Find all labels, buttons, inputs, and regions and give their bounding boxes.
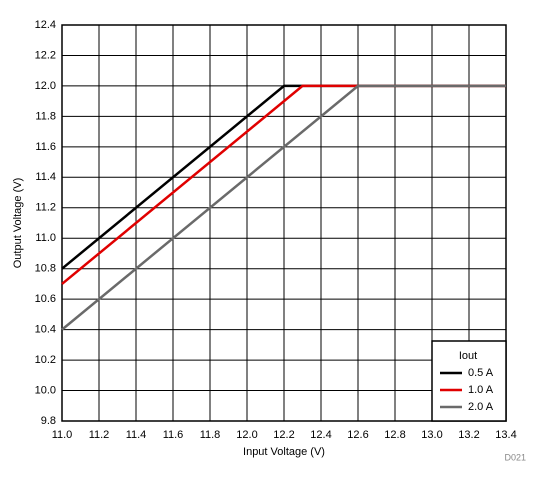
y-tick-label: 10.4: [35, 324, 56, 336]
y-tick-label: 9.8: [41, 415, 56, 427]
x-tick-label: 11.6: [163, 429, 184, 441]
legend-label: 0.5 A: [468, 367, 494, 379]
y-tick-label: 10.6: [35, 293, 56, 305]
y-tick-label: 12.4: [35, 19, 56, 31]
y-tick-label: 10.0: [35, 384, 56, 396]
y-tick-label: 12.2: [35, 49, 56, 61]
x-tick-label: 12.6: [347, 429, 368, 441]
y-tick-label: 11.6: [35, 141, 56, 153]
plot-frame: [61, 24, 507, 422]
figure-id: D021: [504, 452, 526, 462]
x-tick-label: 12.2: [273, 429, 294, 441]
x-tick-label: 11.8: [200, 429, 221, 441]
x-tick-label: 11.0: [52, 429, 73, 441]
y-tick-label: 11.8: [35, 110, 56, 122]
y-tick-label: 11.0: [35, 232, 56, 244]
x-tick-label: 12.0: [236, 429, 257, 441]
x-tick-label: 13.0: [421, 429, 442, 441]
x-tick-label: 11.2: [89, 429, 110, 441]
y-axis-label: Output Voltage (V): [12, 178, 24, 269]
legend-label: 1.0 A: [468, 384, 494, 396]
series-line: [61, 84, 506, 331]
x-tick-label: 13.4: [495, 429, 516, 441]
y-tick-label: 12.0: [35, 80, 56, 92]
x-tick-label: 13.2: [458, 429, 479, 441]
y-tick-label: 10.2: [35, 354, 56, 366]
legend-label: 2.0 A: [468, 401, 494, 413]
y-tick-label: 11.2: [35, 202, 56, 214]
x-tick-label: 11.4: [126, 429, 147, 441]
y-tick-label: 10.8: [35, 263, 56, 275]
y-tick-label: 11.4: [35, 171, 56, 183]
x-tick-label: 12.8: [384, 429, 405, 441]
legend-title: Iout: [459, 350, 477, 362]
x-axis-label: Input Voltage (V): [243, 446, 325, 458]
x-tick-label: 12.4: [310, 429, 331, 441]
